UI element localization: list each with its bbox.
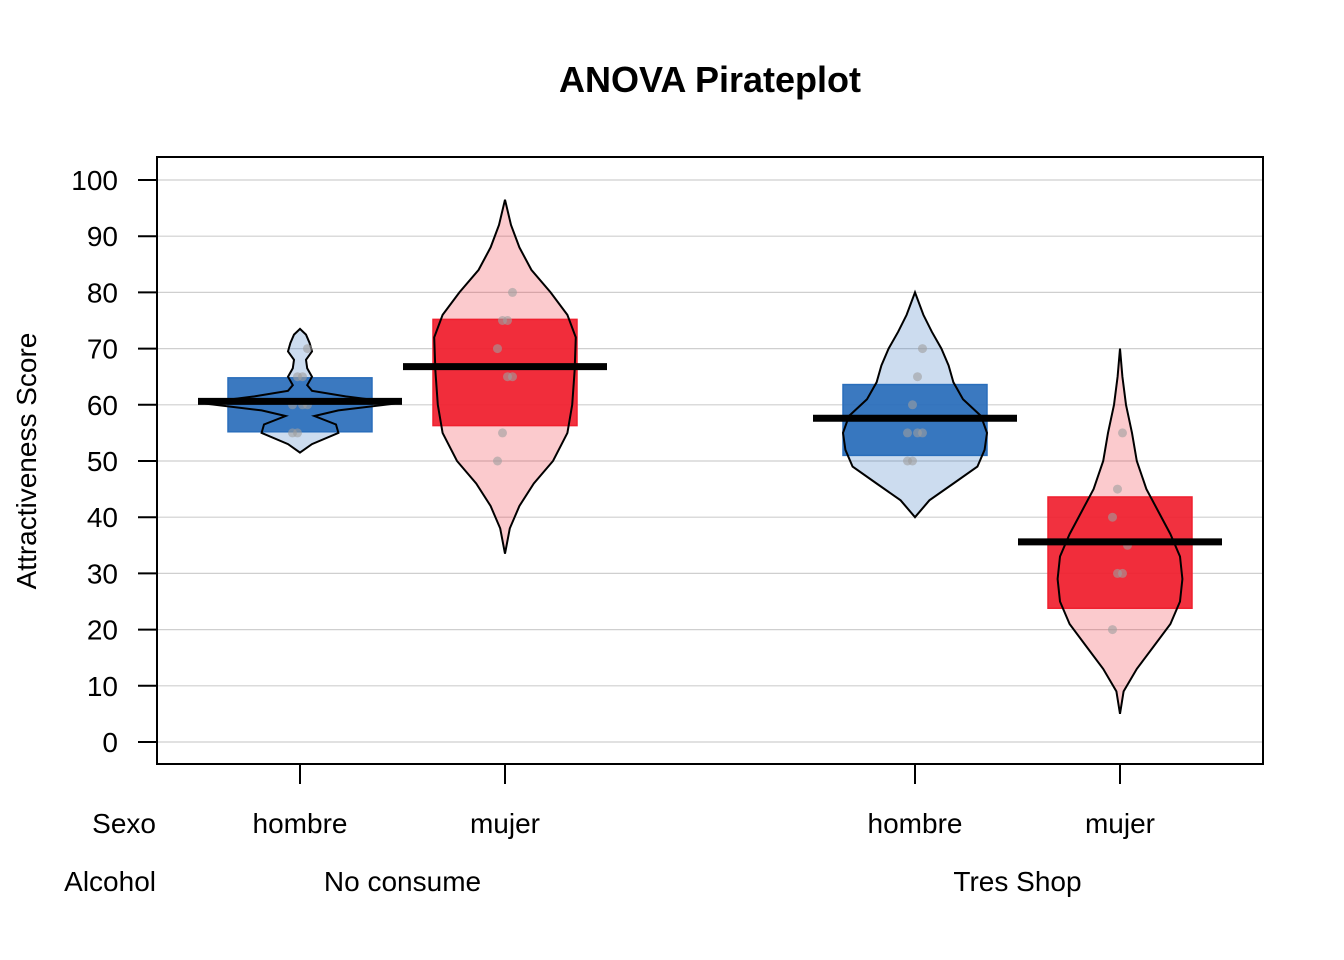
data-point	[1113, 484, 1122, 494]
y-axis-title: Attractiveness Score	[11, 333, 42, 590]
y-tick-label: 40	[87, 502, 118, 533]
group-hombre-tres-shop	[813, 289, 1017, 519]
group-mujer-tres-shop	[1018, 348, 1222, 715]
data-point	[903, 428, 912, 438]
alcohol-label: Tres Shop	[953, 866, 1081, 897]
sexo-label: hombre	[868, 808, 963, 839]
y-tick-label: 0	[102, 727, 118, 758]
data-point	[1108, 625, 1117, 635]
data-point	[508, 372, 517, 382]
data-point	[293, 428, 302, 438]
inference-band	[432, 318, 578, 427]
data-point	[303, 344, 312, 354]
data-point	[1118, 428, 1127, 438]
x-axis: hombre mujer hombre mujer No consume Tres Sho…	[253, 764, 1155, 897]
data-point	[1118, 568, 1127, 578]
sexo-label: hombre	[253, 808, 348, 839]
data-point	[918, 428, 927, 438]
data-point	[508, 287, 517, 297]
data-point	[298, 372, 307, 382]
data-point	[908, 400, 917, 410]
y-tick-label: 50	[87, 446, 118, 477]
data-point	[908, 456, 917, 466]
row-label-alcohol: Alcohol	[64, 866, 156, 897]
y-tick-label: 70	[87, 334, 118, 365]
data-point	[913, 372, 922, 382]
y-tick-label: 10	[87, 671, 118, 702]
y-tick-label: 20	[87, 615, 118, 646]
y-tick-label: 30	[87, 558, 118, 589]
y-tick-label: 60	[87, 390, 118, 421]
inference-band	[1047, 496, 1193, 609]
data-point	[918, 344, 927, 354]
data-point	[493, 456, 502, 466]
data-point	[503, 316, 512, 325]
data-point	[498, 428, 507, 438]
chart-title: ANOVA Pirateplot	[559, 59, 861, 100]
group-hombre-no-consume	[198, 327, 402, 454]
y-axis: 0 10 20 30 40 50 60 70 80 90 100	[71, 165, 157, 758]
y-tick-label: 80	[87, 277, 118, 308]
y-tick-label: 90	[87, 221, 118, 252]
data-point	[1108, 512, 1117, 522]
violin-outline	[1056, 348, 1184, 715]
alcohol-label: No consume	[324, 866, 481, 897]
group-mujer-no-consume	[403, 199, 607, 554]
violin-outline	[201, 327, 399, 454]
row-label-sexo: Sexo	[92, 808, 156, 839]
violin-outline	[841, 289, 989, 519]
y-tick-label: 100	[71, 165, 118, 196]
violin-outline	[433, 199, 577, 554]
plot-frame	[156, 156, 1264, 765]
sexo-label: mujer	[1085, 808, 1155, 839]
data-point	[493, 344, 502, 354]
sexo-label: mujer	[470, 808, 540, 839]
plot-area	[198, 199, 1222, 715]
